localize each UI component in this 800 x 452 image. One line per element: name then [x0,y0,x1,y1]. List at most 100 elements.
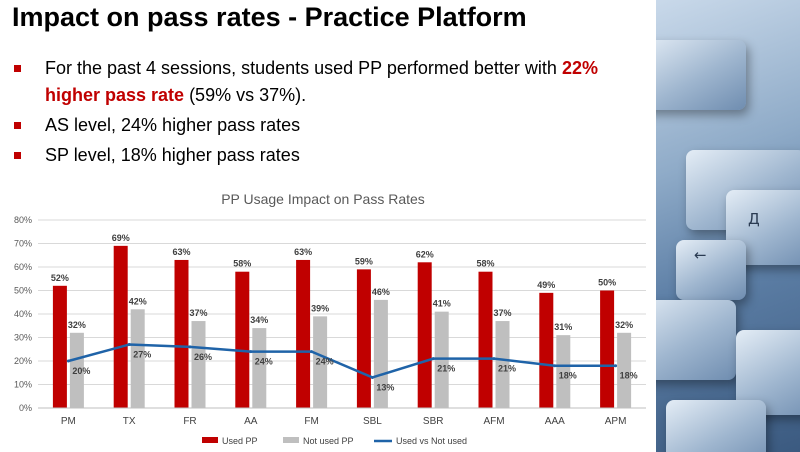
y-tick-label: 30% [14,333,32,343]
y-tick-label: 70% [14,239,32,249]
bar [417,262,432,408]
bar [617,332,632,408]
data-label: 58% [233,259,251,269]
line-point [553,364,557,368]
x-tick-label: PM [61,416,76,427]
bullet-text-before: For the past 4 sessions, students used P… [45,58,562,78]
data-label: 39% [311,303,329,313]
y-tick-label: 40% [14,309,32,319]
bar [600,290,615,408]
legend-label: Used vs Not used [396,436,467,446]
line-point [66,359,70,363]
data-label: 63% [172,247,190,257]
line-point [127,343,131,347]
x-tick-label: AFM [483,416,504,427]
x-tick-label: SBR [423,416,444,427]
line-data-label: 26% [194,352,212,362]
x-tick-label: FR [183,416,196,427]
line-data-label: 20% [72,366,90,376]
bullet-text: AS level, 24% higher pass rates [45,115,301,135]
x-tick-label: FM [304,416,318,427]
y-tick-label: 20% [14,356,32,366]
x-axis: PM TX FR AA FM SBL SBR AFM AAA APM [38,407,646,427]
line-data-label: 13% [376,382,394,392]
data-label: 31% [554,322,572,332]
bar [495,321,510,408]
line-data-label: 27% [133,350,151,360]
data-label: 63% [294,247,312,257]
chart-title: PP Usage Impact on Pass Rates [221,191,425,207]
data-label: 50% [598,278,616,288]
line-data-label: 21% [437,364,455,374]
data-label: 59% [355,256,373,266]
y-tick-label: 60% [14,262,32,272]
data-label: 46% [372,287,390,297]
chart-line: 20% 27% 26% 24% 24% 13% 21% 21% 18% 18% [66,343,638,392]
line-point [370,375,374,379]
y-tick-label: 0% [19,403,32,413]
y-tick-label: 10% [14,380,32,390]
bar [373,299,388,408]
data-label: 42% [129,296,147,306]
line-data-label: 24% [255,357,273,367]
bullet-square-icon [14,152,21,159]
line-data-label: 18% [559,371,577,381]
line-point [614,364,618,368]
data-label: 34% [250,315,268,325]
legend-swatch [283,437,299,443]
data-label: 62% [416,249,434,259]
bullet-square-icon [14,65,21,72]
x-tick-label: TX [123,416,136,427]
cyrillic-key-icon: Д [748,210,760,228]
series-line [68,343,616,379]
chart-gridlines [38,219,646,409]
line-point [249,350,253,354]
line-data-label: 24% [316,357,334,367]
bar [296,259,311,408]
data-label: 37% [493,308,511,318]
bar [356,269,371,408]
line-data-label: 21% [498,364,516,374]
data-label: 69% [112,233,130,243]
bullet-list: For the past 4 sessions, students used P… [12,55,642,172]
bullet-highlight: 22% higher pass rate [45,58,598,105]
chart-bars: 52% 69% 63% 58% 63% 59% 62% 58% 49% 50% 32% 42% 37% 3… [51,233,633,408]
bar [130,309,145,408]
line-point [492,357,496,361]
bar [174,259,189,408]
bar [52,285,67,408]
bar [556,335,571,408]
keyboard-key: ← [676,240,746,300]
bar [478,271,493,408]
chart-legend: Used PP Not used PP Used vs Not used [202,436,467,446]
bar [313,316,328,408]
arrow-left-icon: ← [694,246,707,264]
y-tick-label: 50% [14,286,32,296]
x-tick-label: AA [244,416,258,427]
x-tick-label: AAA [545,416,565,427]
data-label: 58% [476,259,494,269]
slide-title-text: Impact on pass rates - Practice Platform [12,2,527,32]
bullet-item-sp-level: SP level, 18% higher pass rates [12,142,642,169]
bar [113,245,128,408]
bar [539,292,554,408]
bullet-item-as-level: AS level, 24% higher pass rates [12,112,642,139]
data-label: 32% [615,320,633,330]
legend-label: Used PP [222,436,258,446]
bullet-square-icon [14,122,21,129]
x-tick-label: APM [605,416,627,427]
y-tick-label: 80% [14,215,32,225]
bar [235,271,250,408]
line-point [431,357,435,361]
pass-rate-chart: PP Usage Impact on Pass Rates 0% 10% 20% 30… [14,191,646,446]
keyboard-key [666,400,766,452]
bullet-item-overall: For the past 4 sessions, students used P… [12,55,642,109]
bullet-text: SP level, 18% higher pass rates [45,145,300,165]
line-data-label: 18% [620,371,638,381]
y-axis: 0% 10% 20% 30% 40% 50% 60% 70% 80% [14,215,32,413]
line-point [188,345,192,349]
legend-label: Not used PP [303,436,354,446]
keyboard-photo: Д ← [656,0,800,452]
bar [69,332,84,408]
bullet-text-after: (59% vs 37%). [184,85,307,105]
